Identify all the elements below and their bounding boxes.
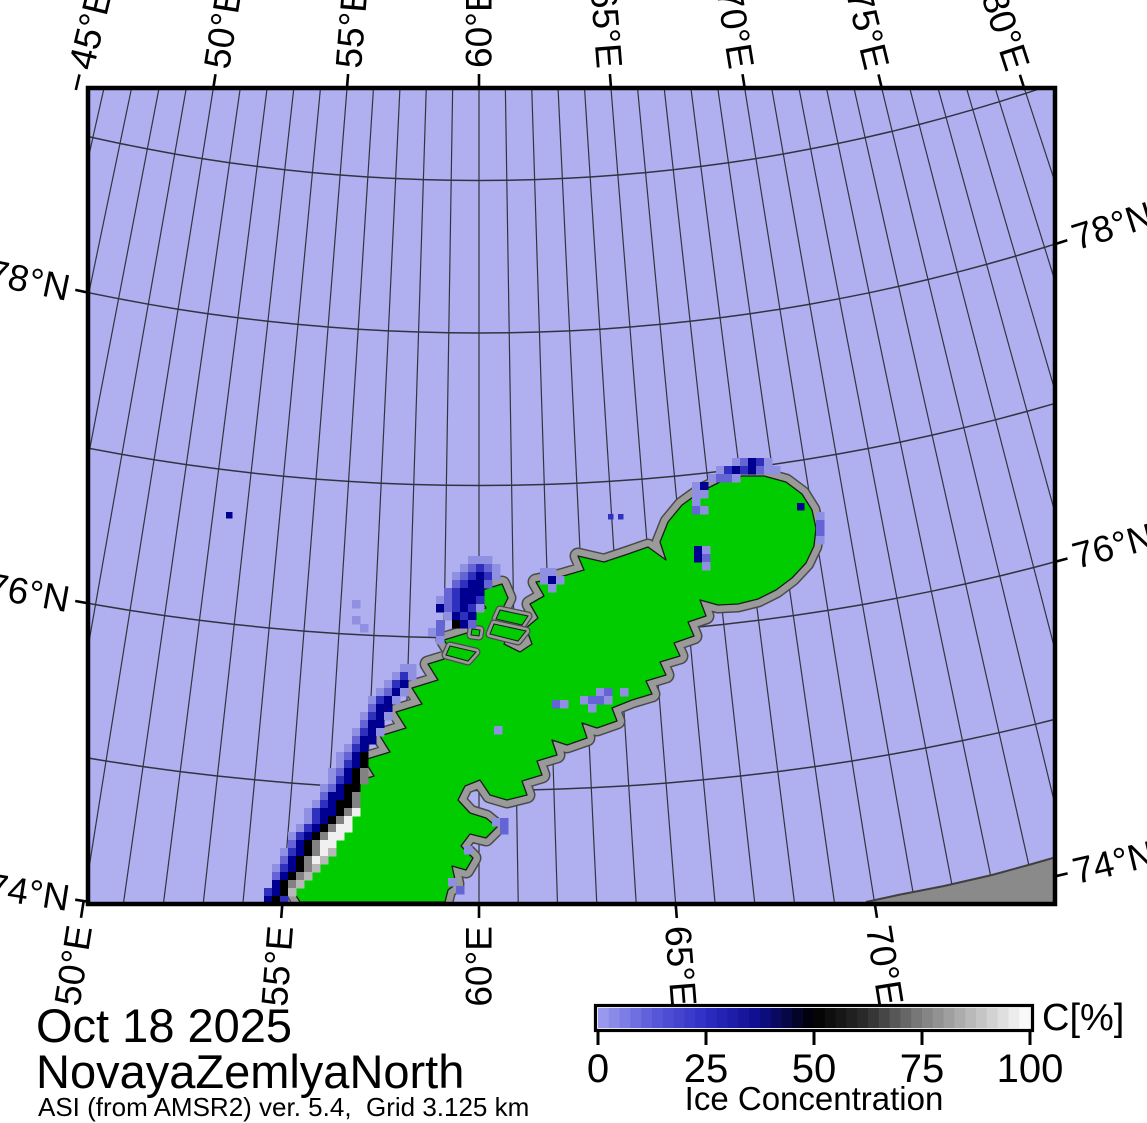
right-lat-label: 74°N [1069, 833, 1147, 892]
colorbar-tick-label: 0 [587, 1047, 609, 1091]
ocean [90, 90, 1053, 902]
left-lat-label: 74°N [0, 866, 72, 919]
date-title: Oct 18 2025 [36, 999, 293, 1052]
axis-ticks [74, 73, 1068, 919]
map-border [85, 85, 1058, 907]
top-lon-label: 65°E [583, 0, 630, 70]
top-lon-label: 50°E [196, 0, 249, 72]
colorbar-unit-label: C[%] [1042, 997, 1124, 1039]
colorbar-tick-label: 25 [684, 1047, 729, 1091]
islets [441, 605, 533, 666]
right-lat-label: 78°N [1067, 194, 1147, 258]
sea-ice-overlay [226, 458, 825, 902]
colorbar-tick-label: 75 [900, 1047, 945, 1091]
colorbar-tick-label: 100 [997, 1047, 1064, 1091]
top-lon-label: 55°E [328, 0, 375, 70]
right-lat-label: 76°N [1068, 516, 1147, 577]
region-title: NovayaZemlyaNorth [36, 1045, 465, 1098]
left-lat-label: 78°N [0, 252, 74, 309]
colorbar-tick-label: 50 [792, 1047, 837, 1091]
bottom-lon-label: 60°E [459, 926, 500, 1007]
top-lon-label: 45°E [61, 0, 120, 73]
colorbar: 0 25 50 75 100 C[%] Ice Concentration [587, 997, 1124, 1117]
island-novaya-zemlya [281, 467, 825, 902]
bottom-lon-label: 50°E [47, 922, 100, 1008]
source-caption: ASI (from AMSR2) ver. 5.4, Grid 3.125 km [38, 1092, 530, 1122]
colorbar-caption: Ice Concentration [685, 1080, 944, 1117]
top-lon-label: 75°E [838, 0, 897, 73]
left-lat-label: 76°N [0, 565, 73, 620]
top-lon-label: 70°E [709, 0, 762, 72]
top-lon-label: 60°E [459, 0, 500, 68]
bottom-lon-label: 55°E [254, 924, 301, 1008]
bottom-lon-label: 65°E [657, 924, 704, 1008]
mainland-coast [865, 857, 1053, 902]
top-lon-label: 80°E [973, 0, 1037, 75]
bottom-lon-label: 70°E [858, 922, 911, 1008]
